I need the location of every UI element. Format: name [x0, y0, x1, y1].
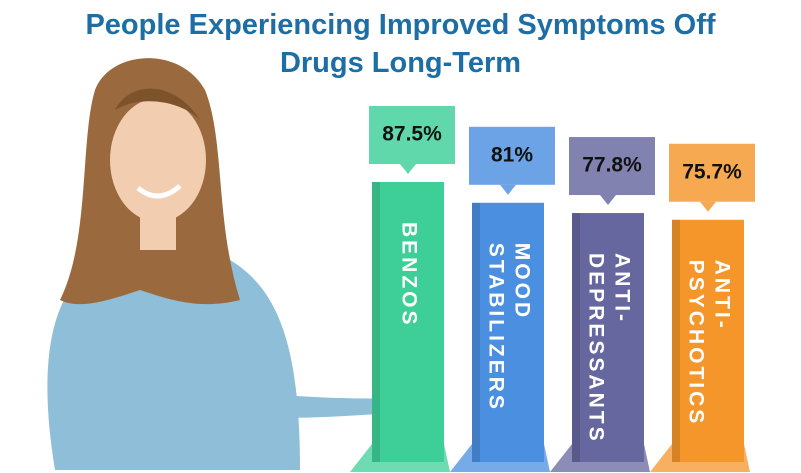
bar — [472, 202, 544, 463]
value-label: 75.7% — [682, 160, 742, 183]
value-box-pointer — [700, 201, 716, 212]
person-illustration — [47, 58, 417, 470]
category-label: DEPRESSANTS — [584, 253, 607, 444]
category-label: STABILIZERS — [484, 243, 507, 412]
value-box-pointer — [500, 184, 516, 195]
bar-side — [672, 219, 680, 462]
value-label: 77.8% — [582, 154, 642, 177]
bar-side — [472, 202, 480, 463]
bar-side — [572, 213, 580, 462]
bar-side — [372, 182, 380, 462]
value-label: 81% — [491, 143, 533, 166]
category-label: PSYCHOTICS — [684, 260, 707, 427]
category-label: ANTI- — [710, 260, 733, 331]
value-box — [469, 126, 555, 185]
value-box — [569, 137, 655, 196]
category-label: BENZOS — [397, 222, 420, 328]
value-label: 87.5% — [382, 123, 442, 146]
bar — [572, 213, 644, 462]
value-box — [669, 143, 755, 202]
chart-title: People Experiencing Improved Symptoms Of… — [85, 9, 716, 79]
bar — [372, 182, 444, 462]
bar — [672, 219, 744, 462]
value-box — [369, 106, 455, 164]
category-label: MOOD — [510, 243, 533, 320]
value-box-pointer — [400, 164, 416, 174]
category-label: ANTI- — [610, 253, 633, 324]
value-box-pointer — [600, 195, 616, 206]
